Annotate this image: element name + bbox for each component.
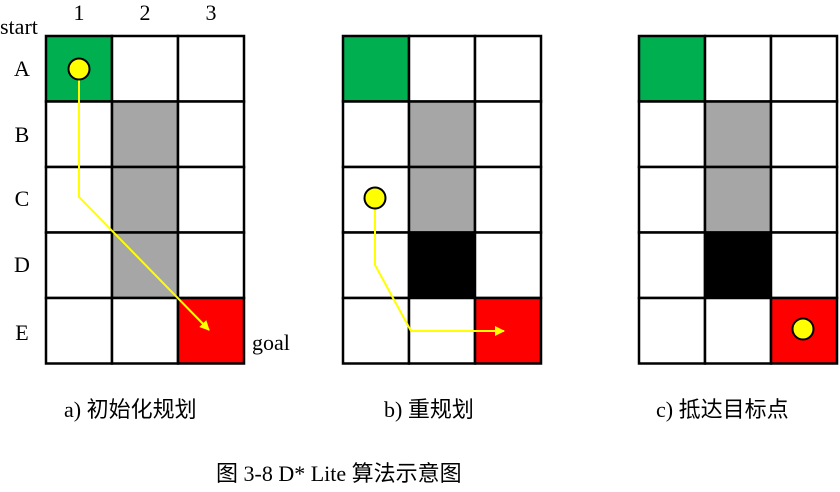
caption-panel-a: a) 初始化规划 [64, 397, 197, 422]
grid-cell-d3-free [769, 231, 839, 300]
panel-initial-planning [44, 34, 246, 365]
grid-cell-c2-obstacle [703, 165, 773, 234]
grid-cell-a3-free [473, 34, 543, 103]
column-label-2: 2 [140, 0, 151, 25]
panel-goal-reached [637, 34, 839, 365]
goal-label: goal [252, 330, 290, 355]
planned-path-arrow [78, 69, 210, 331]
grid-cell-a3-free [769, 34, 839, 103]
grid-cell-b3-free [176, 100, 246, 169]
robot-marker [363, 186, 387, 210]
grid-cell-d3-free [473, 231, 543, 300]
robot-marker [791, 317, 815, 341]
grid-cell-d3-free [176, 231, 246, 300]
grid-cell-a1-start [637, 34, 707, 103]
grid-cell-e2-free [703, 296, 773, 365]
robot-marker [67, 57, 91, 81]
row-label-d: D [14, 252, 30, 277]
grid-cell-d2-new-obstacle [703, 231, 773, 300]
grid-cell-b3-free [473, 100, 543, 169]
grid-cell-e1-free [637, 296, 707, 365]
row-label-c: C [15, 186, 30, 211]
grid-cell-a2-free [407, 34, 477, 103]
grid-cell-a1-start [341, 34, 411, 103]
grid-cell-a3-free [176, 34, 246, 103]
grid-cell-b2-obstacle [703, 100, 773, 169]
grid-cell-b1-free [341, 100, 411, 169]
grid-cell-a2-free [110, 34, 180, 103]
grid-cell-b2-obstacle [110, 100, 180, 169]
panel-replanning [341, 34, 543, 365]
grid-cell-d1-free [637, 231, 707, 300]
grid-cell-c1-free [637, 165, 707, 234]
grid-cell-b3-free [769, 100, 839, 169]
figure-title: 图 3-8 D* Lite 算法示意图 [216, 461, 462, 486]
grid-cell-b2-obstacle [407, 100, 477, 169]
grid-cell-a2-free [703, 34, 773, 103]
grid-cell-c3-free [176, 165, 246, 234]
grid-cell-d1-free [44, 231, 114, 300]
caption-panel-c: c) 抵达目标点 [656, 397, 789, 422]
column-label-3: 3 [206, 0, 217, 25]
grid-cell-b1-free [637, 100, 707, 169]
grid-cell-e2-free [110, 296, 180, 365]
row-label-a: A [14, 56, 30, 81]
row-label-e: E [15, 320, 28, 345]
row-label-b: B [15, 122, 30, 147]
grid-cell-d2-new-obstacle [407, 231, 477, 300]
grid-cell-c3-free [473, 165, 543, 234]
grid-cell-c2-obstacle [407, 165, 477, 234]
grid-cell-e1-free [44, 296, 114, 365]
column-label-1: 1 [74, 0, 85, 25]
caption-panel-b: b) 重规划 [384, 397, 474, 422]
start-label: start [0, 14, 38, 39]
grid-cell-c2-obstacle [110, 165, 180, 234]
grid-cell-c3-free [769, 165, 839, 234]
planned-path-arrow [374, 198, 505, 336]
